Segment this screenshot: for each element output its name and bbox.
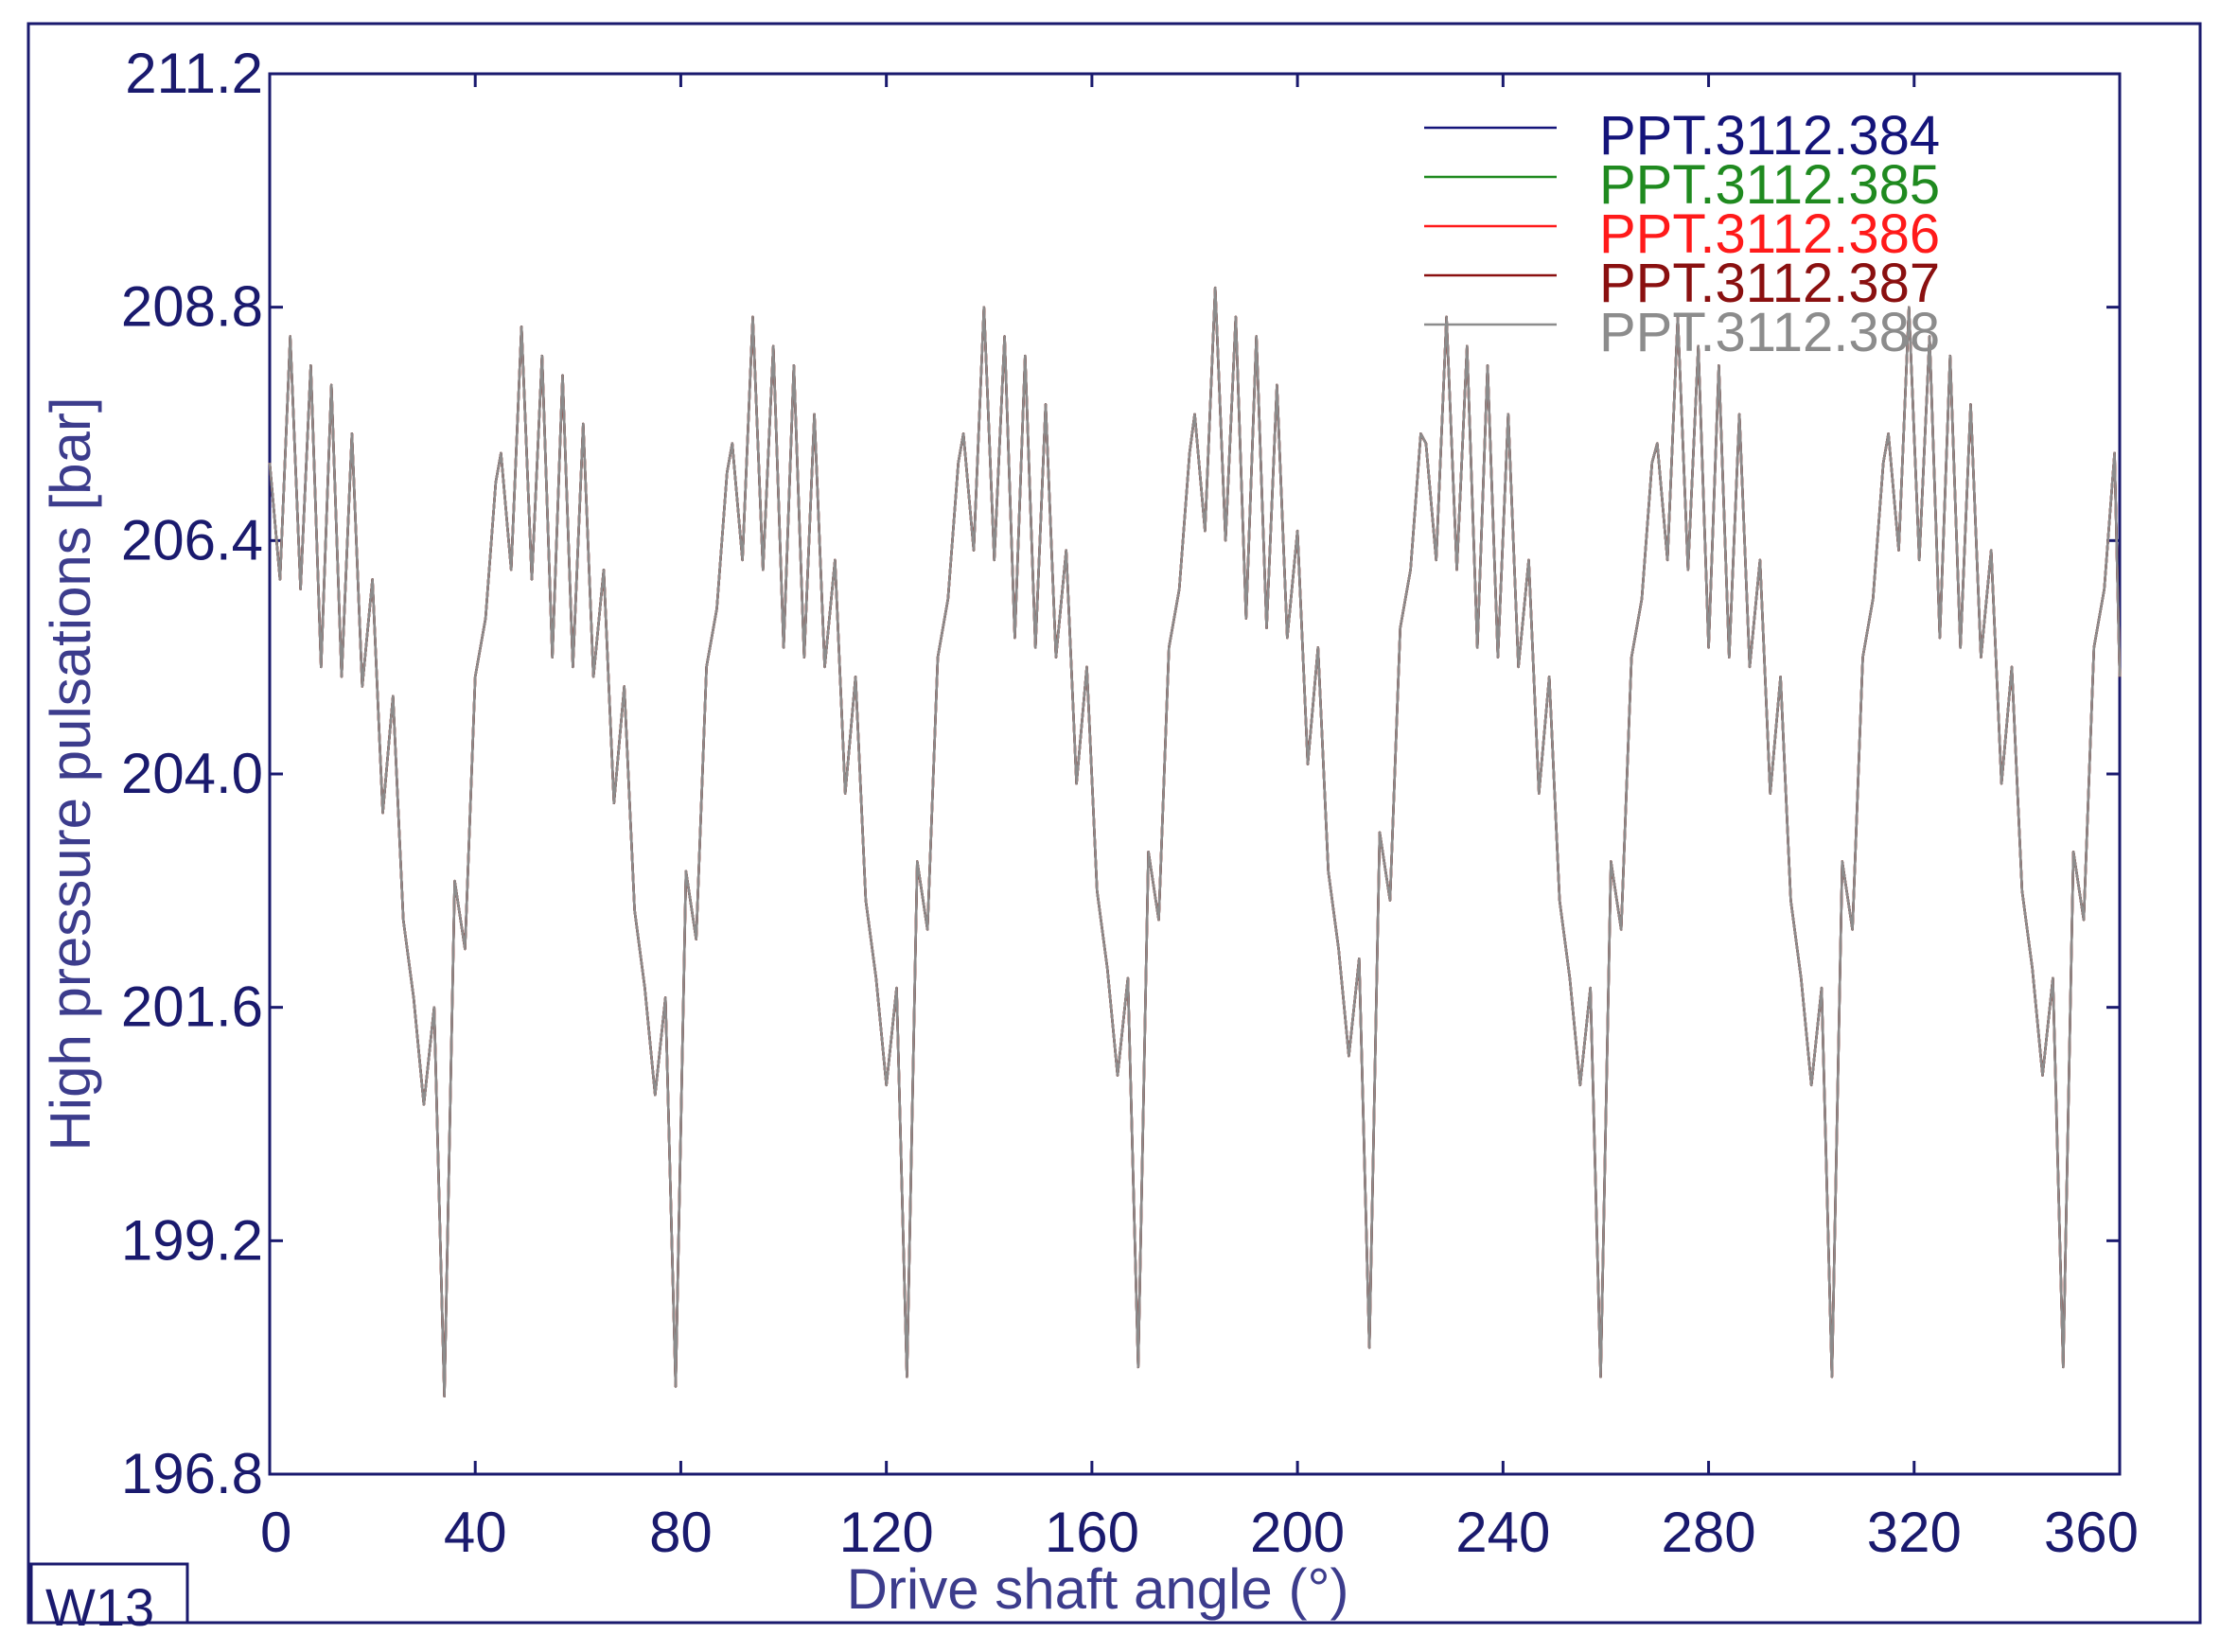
legend: PPT.3112.384PPT.3112.385PPT.3112.386PPT.…: [1424, 105, 1940, 363]
series-line-PPT.3112.385: [268, 286, 2122, 1398]
series-line-PPT.3112.384: [268, 286, 2122, 1398]
y-axis-title: High pressure pulsations [bar]: [39, 396, 102, 1151]
y-tick-label: 204.0: [121, 742, 263, 805]
legend-label: PPT.3112.387: [1599, 253, 1940, 314]
y-tick-label: 206.4: [121, 508, 263, 571]
x-tick-label: 80: [649, 1501, 713, 1564]
x-tick-label: 0: [260, 1501, 291, 1564]
y-tick-label: 199.2: [121, 1208, 263, 1272]
y-tick-label: 196.8: [121, 1442, 263, 1505]
x-tick-label: 240: [1455, 1501, 1550, 1564]
legend-label: PPT.3112.384: [1599, 105, 1940, 167]
series-lines: [268, 286, 2122, 1398]
x-tick-label: 280: [1662, 1501, 1756, 1564]
x-axis-ticks: 0 40 80 120 160 200 240 280 320 360: [260, 74, 2139, 1564]
series-line-PPT.3112.386: [268, 286, 2122, 1398]
series-line-PPT.3112.388: [268, 286, 2122, 1398]
legend-label: PPT.3112.386: [1599, 203, 1940, 265]
x-tick-label: 40: [444, 1501, 507, 1564]
y-axis-ticks: 196.8 199.2 201.6 204.0 206.4 208.8 211.2: [121, 42, 2120, 1505]
tag-label: W13: [45, 1577, 154, 1637]
figure-frame: [26, 22, 2202, 1625]
series-line-PPT.3112.387: [268, 286, 2122, 1398]
y-tick-label: 211.2: [125, 42, 263, 105]
x-axis-title: Drive shaft angle (°): [847, 1557, 1349, 1621]
x-tick-label: 320: [1867, 1501, 1962, 1564]
legend-label: PPT.3112.388: [1599, 302, 1940, 363]
legend-label: PPT.3112.385: [1599, 154, 1940, 216]
x-tick-label: 120: [839, 1501, 934, 1564]
x-tick-label: 360: [2044, 1501, 2139, 1564]
tag-box: [29, 1562, 189, 1625]
x-tick-label: 200: [1250, 1501, 1345, 1564]
y-tick-label: 208.8: [121, 275, 263, 339]
y-tick-label: 201.6: [121, 975, 263, 1039]
x-tick-label: 160: [1045, 1501, 1139, 1564]
